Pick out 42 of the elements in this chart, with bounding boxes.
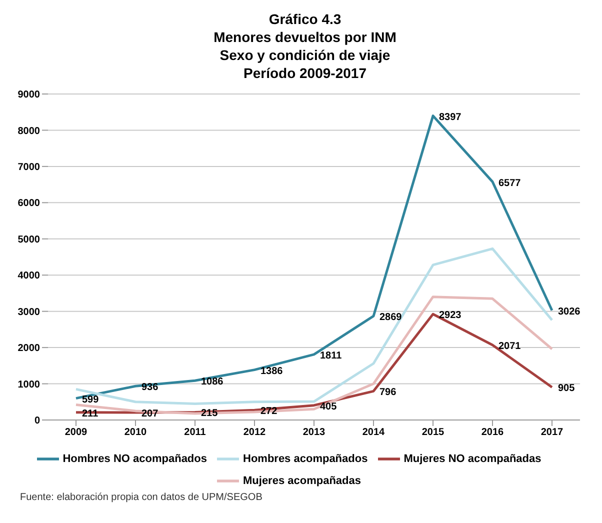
x-tick-label: 2016 <box>481 427 504 438</box>
x-tick-label: 2009 <box>64 427 88 438</box>
y-tick-label: 8000 <box>18 126 40 137</box>
y-tick-label: 6000 <box>18 198 40 210</box>
chart-subtitle: Menores devueltos por INM Sexo y condición de viaje Período 2009-2017 <box>212 28 398 82</box>
data-label: 405 <box>320 401 338 412</box>
y-tick-label: 9000 <box>18 90 40 101</box>
data-label: 796 <box>380 387 397 398</box>
y-tick-label: 7000 <box>18 162 40 173</box>
x-tick-label: 2010 <box>124 427 148 438</box>
legend-label: Mujeres acompañadas <box>243 474 361 487</box>
y-tick-label: 5000 <box>18 234 40 246</box>
y-tick-label: 3000 <box>18 306 40 318</box>
data-label: 272 <box>260 406 278 418</box>
x-tick-label: 2015 <box>422 427 445 438</box>
chart-title: Gráfico 4.3 <box>268 10 342 28</box>
data-label: 905 <box>558 383 576 394</box>
y-tick-label: 4000 <box>18 270 40 282</box>
data-label: 6577 <box>498 178 522 189</box>
legend-label: Hombres NO acompañados <box>62 452 207 465</box>
y-tick-label: 2000 <box>18 343 40 354</box>
line-series <box>74 296 554 415</box>
data-label: 3026 <box>558 306 581 318</box>
data-label: 2071 <box>498 340 522 352</box>
data-label: 2869 <box>380 312 402 324</box>
x-tick-label: 2011 <box>184 427 206 438</box>
x-tick-label: 2014 <box>362 427 386 438</box>
legend-label: Mujeres NO acompañadas <box>404 452 542 465</box>
source-note: Fuente: elaboración propia con datos de UPM/SEGOB <box>19 492 264 503</box>
x-tick-label: 2012 <box>243 427 266 438</box>
x-tick-label: 2013 <box>302 427 326 438</box>
x-tick-label: 2017 <box>540 427 564 438</box>
data-label: 2923 <box>439 310 462 322</box>
data-label: 599 <box>82 394 100 406</box>
data-label: 8397 <box>439 112 462 123</box>
y-tick-label: 1000 <box>18 379 40 390</box>
data-label: 1386 <box>260 366 284 377</box>
legend-label: Hombres acompañados <box>243 452 368 465</box>
data-label: 215 <box>201 408 218 420</box>
data-label: 1086 <box>201 376 224 388</box>
data-label: 1811 <box>320 350 342 362</box>
y-tick-label: 0 <box>34 416 40 427</box>
